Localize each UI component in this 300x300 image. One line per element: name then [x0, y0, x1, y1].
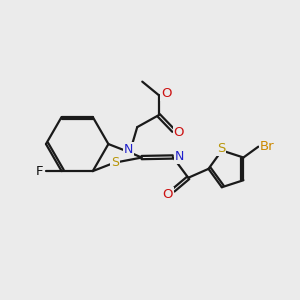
Text: O: O — [161, 87, 171, 100]
Text: O: O — [162, 188, 173, 201]
Text: S: S — [111, 156, 119, 169]
Text: F: F — [36, 165, 43, 178]
Text: S: S — [217, 142, 225, 154]
Text: Br: Br — [260, 140, 274, 153]
Text: N: N — [124, 143, 133, 156]
Text: O: O — [174, 126, 184, 139]
Text: N: N — [175, 150, 184, 163]
